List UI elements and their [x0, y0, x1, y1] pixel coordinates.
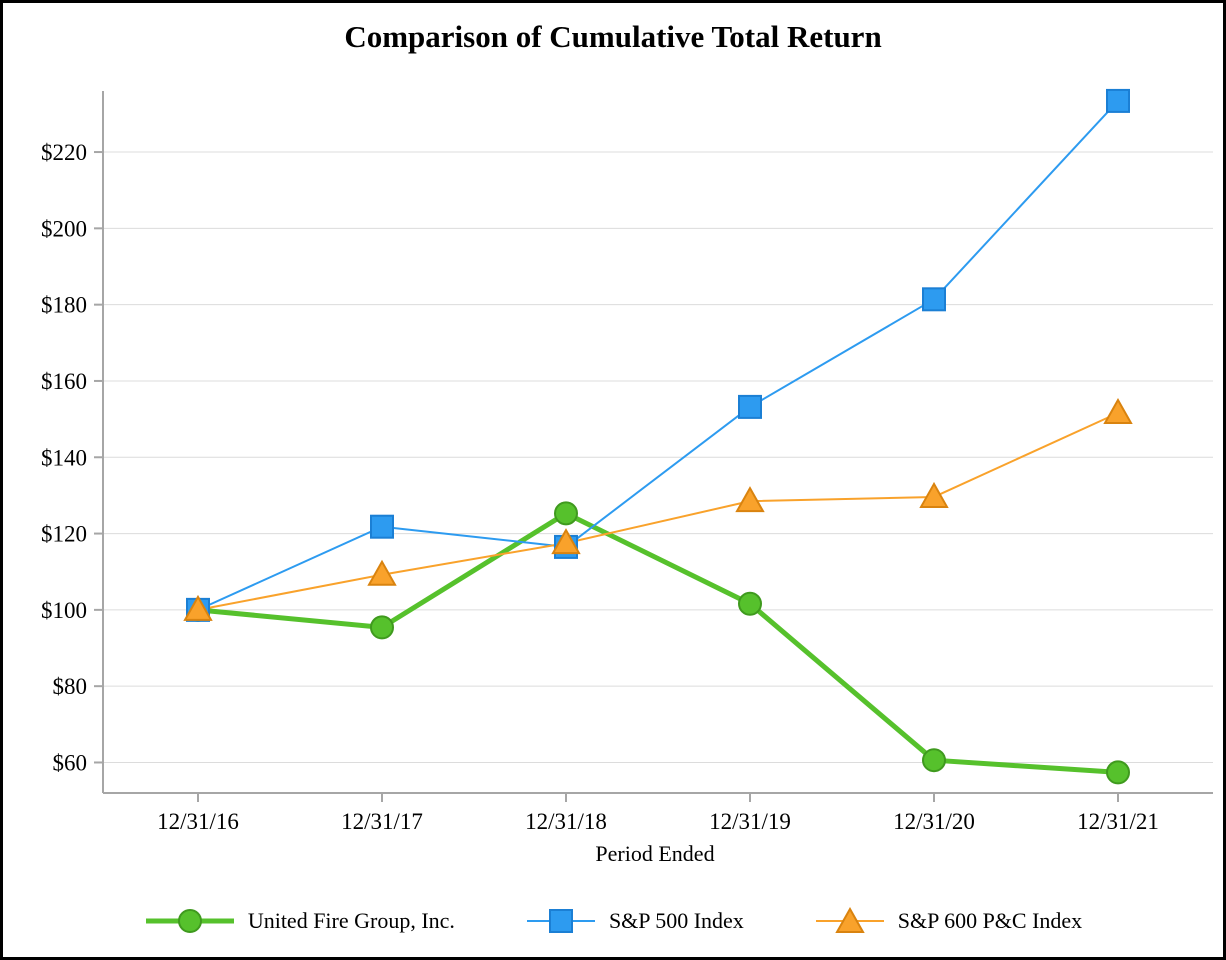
legend-triangle-marker-icon [815, 907, 884, 933]
x-tick-label: 12/31/18 [525, 809, 607, 834]
y-tick-label: $120 [41, 522, 87, 547]
chart-canvas: $60 $80 $100 $120 $140 $160 $180 $200 $220 12/31/… [41, 88, 1213, 834]
legend-label: S&P 600 P&C Index [897, 908, 1083, 933]
marker-square-1 [1106, 88, 1130, 113]
y-tick-label: $200 [41, 216, 87, 241]
y-tick-label: $160 [41, 369, 87, 394]
marker-triangle-2 [367, 559, 397, 586]
y-tick-label: $180 [41, 293, 87, 318]
marker-circle-0 [922, 748, 946, 773]
x-axis-title: Period Ended [595, 841, 715, 866]
y-tick-label: $220 [41, 140, 87, 165]
series-line-2 [197, 412, 1119, 611]
x-tick-label: 12/31/16 [157, 809, 239, 834]
y-tick-label: $60 [53, 750, 88, 775]
marker-triangle-2 [183, 594, 213, 621]
x-tick-label: 12/31/19 [709, 809, 791, 834]
marker-circle-0 [738, 591, 762, 616]
legend-item-sp600-pc: S&P 600 P&C Index [814, 907, 1082, 935]
marker-circle-0 [554, 501, 578, 526]
y-tick-label: $80 [53, 674, 88, 699]
marker-circle-0 [370, 615, 394, 640]
y-tick-label: $100 [41, 598, 87, 623]
legend-circle-marker-icon [145, 909, 234, 933]
marker-triangle-2 [919, 481, 949, 508]
y-tick-label: $140 [41, 445, 87, 470]
x-tick-label: 12/31/21 [1077, 809, 1159, 834]
marker-triangle-2 [735, 486, 765, 513]
chart-title: Comparison of Cumulative Total Return [344, 19, 882, 54]
series-line-1 [197, 99, 1119, 611]
legend-item-sp500: S&P 500 Index [525, 907, 744, 935]
legend-item-united-fire-group: United Fire Group, Inc. [144, 907, 455, 935]
marker-square-1 [922, 287, 946, 312]
marker-triangle-2 [1103, 397, 1133, 425]
marker-square-1 [738, 394, 762, 419]
x-tick-label: 12/31/20 [893, 809, 975, 834]
legend-square-marker-icon [526, 909, 595, 933]
series-line-0 [195, 510, 1121, 775]
marker-square-1 [370, 514, 394, 539]
marker-circle-0 [1106, 760, 1130, 785]
legend-label: United Fire Group, Inc. [247, 908, 455, 933]
x-tick-label: 12/31/17 [341, 809, 423, 834]
marker-triangle-2 [551, 528, 581, 555]
legend-label: S&P 500 Index [608, 908, 744, 933]
chart-legend: United Fire Group, Inc. S&P 500 Index S&… [3, 907, 1223, 935]
